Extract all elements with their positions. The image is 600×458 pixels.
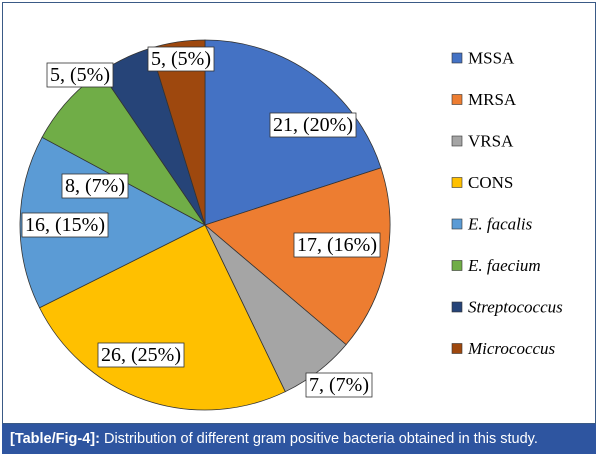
data-label-box	[269, 112, 357, 138]
slice-labels: 21, (20%) 17, (16%) 7, (7%) 26, (25%) 16, (1…	[21, 46, 381, 398]
legend-label: CONS	[468, 173, 513, 192]
data-label-text: 16, (15%)	[25, 214, 105, 236]
pie-chart: 21, (20%) 17, (16%) 7, (7%) 26, (25%) 16, (1…	[19, 39, 563, 411]
data-label-text: 21, (20%)	[273, 114, 353, 136]
data-label-streptococcus: 5, (5%)	[46, 62, 114, 88]
data-label-text: 17, (16%)	[297, 234, 377, 256]
legend-swatch	[451, 94, 463, 105]
data-label-box	[97, 342, 185, 368]
legend-item-vrsa: VRSA	[451, 132, 514, 151]
data-label-box	[147, 46, 215, 72]
legend-swatch	[451, 301, 463, 313]
legend-swatch	[451, 177, 463, 188]
legend-label: Micrococcus	[467, 339, 556, 358]
legend-item-mrsa: MRSA	[451, 90, 517, 109]
data-label-box	[305, 372, 373, 398]
data-label-box	[61, 173, 129, 199]
legend-item-e-faecium: E. faecium	[451, 256, 541, 275]
data-label-e-facalis: 16, (15%)	[21, 212, 109, 238]
data-label-box	[21, 212, 109, 238]
legend-item-mssa: MSSA	[451, 49, 515, 68]
legend-label: E. facalis	[467, 215, 533, 234]
data-label-box	[293, 232, 381, 258]
legend-label: MSSA	[468, 49, 515, 68]
legend-item-streptococcus: Streptococcus	[451, 298, 563, 317]
legend-swatch	[451, 218, 463, 230]
legend-swatch	[451, 343, 463, 354]
legend-swatch	[451, 135, 463, 147]
legend-swatch	[451, 52, 463, 64]
legend-label: VRSA	[468, 132, 514, 151]
legend-item-e-facalis: E. facalis	[451, 215, 533, 234]
data-label-mssa: 21, (20%)	[269, 112, 357, 138]
caption-text: Distribution of different gram positive …	[99, 431, 538, 447]
data-label-text: 5, (5%)	[151, 48, 211, 70]
legend-label: MRSA	[468, 90, 517, 109]
data-label-box	[46, 62, 114, 88]
legend-item-cons: CONS	[451, 173, 513, 192]
data-label-text: 26, (25%)	[101, 344, 181, 366]
data-label-micrococcus: 5, (5%)	[147, 46, 215, 72]
data-label-vrsa: 7, (7%)	[305, 372, 373, 398]
caption-prefix: [Table/Fig-4]:	[10, 431, 100, 447]
data-label-mrsa: 17, (16%)	[293, 232, 381, 258]
legend: MSSA MRSA VRSA CONS E. facalis E. faecium Stre…	[451, 49, 563, 358]
data-label-e-faecium: 8, (7%)	[61, 173, 129, 199]
legend-label: E. faecium	[467, 256, 541, 275]
data-label-text: 7, (7%)	[309, 374, 369, 396]
legend-item-micrococcus: Micrococcus	[451, 339, 556, 358]
legend-label: Streptococcus	[468, 298, 563, 317]
data-label-text: 8, (7%)	[65, 175, 125, 197]
legend-swatch	[451, 260, 463, 271]
figure-caption: [Table/Fig-4]: Distribution of different…	[2, 424, 596, 454]
data-label-text: 5, (5%)	[50, 64, 110, 86]
data-label-cons: 26, (25%)	[97, 342, 185, 368]
